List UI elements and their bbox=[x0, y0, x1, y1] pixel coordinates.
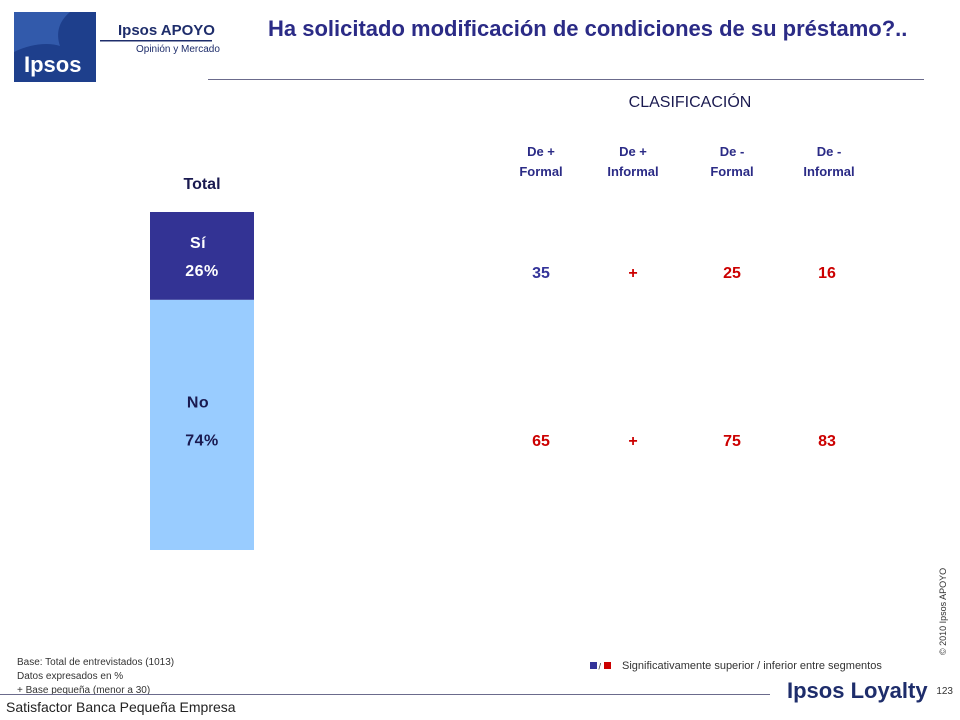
footnotes: Base: Total de entrevistados (1013) Dato… bbox=[17, 656, 174, 698]
copyright-notice: © 2010 Ipsos APOYO bbox=[938, 567, 948, 655]
bar-label-si-name: Sí bbox=[190, 235, 206, 252]
table-cell-no-de-menos-formal: 75 bbox=[723, 433, 741, 450]
bar-segment-si bbox=[150, 212, 254, 300]
col-header-line: De - bbox=[816, 144, 842, 159]
bar-label-no-name: No bbox=[187, 394, 209, 411]
col-header-de-mas-formal: De + Formal bbox=[496, 142, 586, 182]
logo-name: Ipsos APOYO bbox=[118, 22, 215, 39]
classification-title: CLASIFICACIÓN bbox=[628, 94, 752, 111]
logo-tagline: Opinión y Mercado bbox=[136, 44, 220, 55]
col-header-de-menos-formal: De - Formal bbox=[687, 142, 777, 182]
col-header-line: De + bbox=[619, 144, 647, 159]
significance-legend: / Significativamente superior / inferior… bbox=[590, 660, 882, 672]
footnote-units: Datos expresados en % bbox=[17, 671, 124, 682]
title-divider bbox=[208, 79, 924, 80]
col-header-line: De - bbox=[719, 144, 745, 159]
footnote-small-base: + Base pequeña (menor a 30) bbox=[17, 685, 151, 696]
table-cell-no-de-menos-informal: 83 bbox=[818, 433, 836, 450]
page-title: Ha solicitado modificación de condicione… bbox=[268, 16, 908, 41]
col-header-line: Formal bbox=[710, 164, 754, 179]
chart-title: Total bbox=[183, 176, 221, 193]
logo-ipsos-text: Ipsos bbox=[24, 52, 81, 77]
col-header-line: Informal bbox=[803, 164, 855, 179]
bar-label-no-value: 74% bbox=[185, 432, 219, 449]
col-header-line: Formal bbox=[519, 164, 563, 179]
footer-study-name: Satisfactor Banca Pequeña Empresa bbox=[6, 699, 236, 715]
legend-swatches-icon: / bbox=[590, 662, 611, 672]
ipsos-loyalty-logo: Ipsos Loyalty bbox=[787, 678, 928, 703]
bar-segment-no bbox=[150, 299, 254, 550]
footer-divider bbox=[0, 694, 770, 695]
table-cell-no-de-mas-informal: + bbox=[628, 433, 638, 450]
col-header-de-menos-informal: De - Informal bbox=[784, 142, 874, 182]
table-cell-si-de-mas-informal: + bbox=[628, 265, 638, 282]
legend-text: Significativamente superior / inferior e… bbox=[622, 660, 882, 672]
footnote-base: Base: Total de entrevistados (1013) bbox=[17, 657, 175, 668]
col-header-line: De + bbox=[527, 144, 555, 159]
bar-label-si-value: 26% bbox=[185, 263, 219, 280]
table-cell-no-de-mas-formal: 65 bbox=[532, 433, 550, 450]
table-cell-si-de-menos-informal: 16 bbox=[818, 265, 836, 282]
col-header-line: Informal bbox=[607, 164, 659, 179]
ipsos-logo-graphic: Ipsos Ipsos APOYO Opinión y Mercado bbox=[14, 12, 220, 82]
ipsos-apoyo-logo: Ipsos Ipsos APOYO Opinión y Mercado bbox=[0, 0, 235, 82]
stacked-bar-chart: Sí 26% No 74% bbox=[150, 212, 254, 550]
svg-text:/: / bbox=[599, 662, 602, 672]
col-header-de-mas-informal: De + Informal bbox=[588, 142, 678, 182]
table-cell-si-de-mas-formal: 35 bbox=[532, 265, 550, 282]
table-cell-si-de-menos-formal: 25 bbox=[723, 265, 741, 282]
page-number: 123 bbox=[936, 686, 953, 697]
